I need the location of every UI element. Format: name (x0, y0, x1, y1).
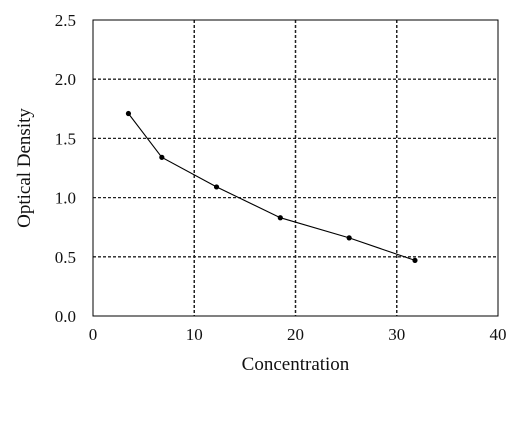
x-tick-label: 30 (388, 325, 405, 344)
y-tick-label: 0.5 (55, 248, 76, 267)
y-tick-label: 1.5 (55, 129, 76, 148)
y-tick-label: 2.5 (55, 11, 76, 30)
y-tick-label: 2.0 (55, 70, 76, 89)
data-point (412, 257, 418, 263)
x-tick-label: 20 (287, 325, 304, 344)
data-point (125, 110, 132, 117)
y-tick-label: 1.0 (55, 189, 76, 208)
data-point (277, 215, 283, 221)
y-axis-title: Optical Density (14, 108, 35, 228)
plot-area-frame (92, 19, 499, 317)
grid-lines (93, 20, 498, 316)
x-axis-title: Concentration (242, 354, 350, 375)
data-series (125, 110, 418, 263)
tick-labels: 0 10 20 30 40 0.0 0.5 1.0 1.5 2.0 2.5 (55, 11, 507, 344)
x-tick-label: 10 (186, 325, 203, 344)
data-point (346, 235, 352, 241)
y-tick-label: 0.0 (55, 307, 76, 326)
x-tick-label: 40 (490, 325, 507, 344)
series-line (127, 113, 416, 261)
data-point (159, 154, 165, 160)
data-point (213, 184, 220, 190)
x-tick-label: 0 (89, 325, 98, 344)
